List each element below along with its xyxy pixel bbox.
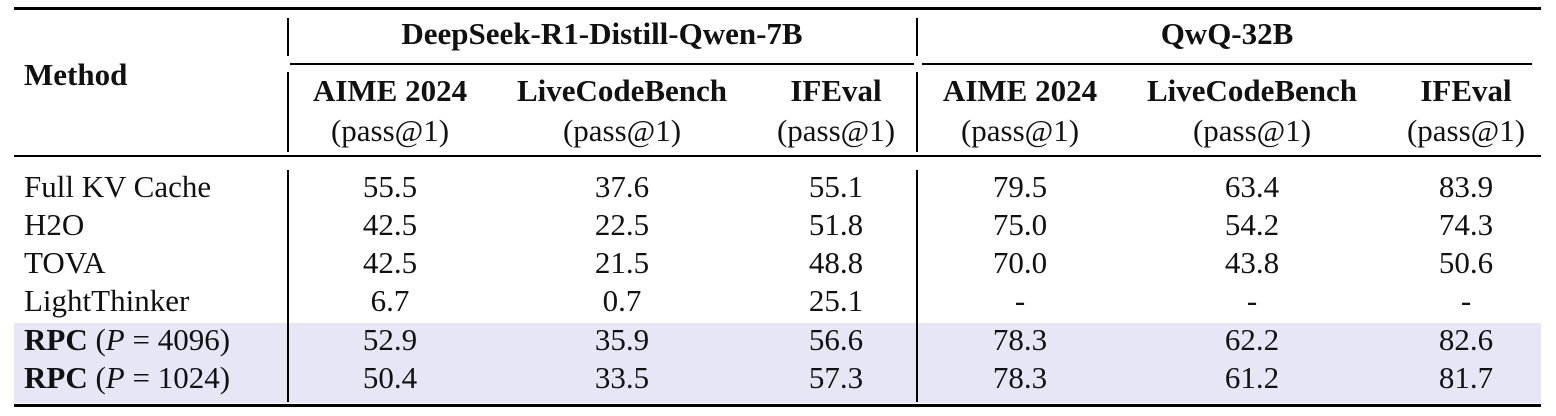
group-header-qwq: QwQ-32B	[1160, 16, 1294, 51]
method-cell: RPC (P = 4096)	[24, 322, 231, 357]
top-rule	[14, 7, 1541, 10]
col-header-metric: (pass@1)	[330, 113, 450, 148]
value-cell: 61.2	[1224, 360, 1280, 395]
value-cell: 55.1	[808, 169, 864, 204]
value-cell: -	[1014, 283, 1026, 318]
value-cell: 63.4	[1224, 169, 1280, 204]
value-cell: 56.6	[808, 322, 864, 357]
method-cell: LightThinker	[24, 283, 190, 318]
col-header-metric: (pass@1)	[776, 113, 896, 148]
value-cell: 50.6	[1438, 245, 1494, 280]
header-rule	[14, 155, 1541, 157]
rpc-rows-highlight	[14, 323, 1541, 403]
vline-method-header	[287, 72, 289, 152]
value-cell: 79.5	[992, 169, 1048, 204]
col-header-metric: (pass@1)	[562, 113, 682, 148]
vline-groups-body	[916, 170, 918, 402]
value-cell: 74.3	[1438, 207, 1494, 242]
value-cell: 82.6	[1438, 322, 1494, 357]
method-cell: Full KV Cache	[24, 169, 212, 204]
value-cell: 62.2	[1224, 322, 1280, 357]
col-header-name: LiveCodeBench	[516, 73, 728, 108]
value-cell: 54.2	[1224, 207, 1280, 242]
value-cell: 42.5	[362, 245, 418, 280]
value-cell: -	[1460, 283, 1472, 318]
vline-method-body	[287, 170, 289, 402]
group2-underline	[922, 63, 1532, 65]
method-bold-label: RPC	[24, 322, 88, 357]
col-header-name: AIME 2024	[942, 73, 1098, 108]
value-cell: 50.4	[362, 360, 418, 395]
vline-method-group-top	[287, 18, 289, 56]
vline-groups-header	[916, 72, 918, 152]
value-cell: 70.0	[992, 245, 1048, 280]
bottom-rule	[14, 404, 1541, 407]
method-param: P	[105, 360, 125, 395]
col-header-name: IFEval	[1420, 73, 1512, 108]
value-cell: 57.3	[808, 360, 864, 395]
value-cell: 43.8	[1224, 245, 1280, 280]
method-header: Method	[24, 57, 128, 92]
value-cell: 37.6	[594, 169, 650, 204]
method-eq: =	[132, 322, 150, 357]
method-cell: H2O	[24, 207, 85, 242]
group1-underline	[290, 63, 914, 65]
value-cell: 78.3	[992, 322, 1048, 357]
col-header-name: LiveCodeBench	[1146, 73, 1358, 108]
value-cell: 78.3	[992, 360, 1048, 395]
value-cell: 35.9	[594, 322, 650, 357]
value-cell: -	[1246, 283, 1258, 318]
method-bold-label: RPC	[24, 360, 88, 395]
method-param-value: 1024	[157, 360, 220, 395]
value-cell: 25.1	[808, 283, 864, 318]
value-cell: 52.9	[362, 322, 418, 357]
method-param: P	[105, 322, 125, 357]
value-cell: 83.9	[1438, 169, 1494, 204]
group-header-deepseek: DeepSeek-R1-Distill-Qwen-7B	[401, 16, 803, 51]
col-header-metric: (pass@1)	[1192, 113, 1312, 148]
col-header-name: IFEval	[790, 73, 882, 108]
value-cell: 51.8	[808, 207, 864, 242]
method-param-value: 4096	[157, 322, 220, 357]
method-cell: TOVA	[24, 245, 106, 280]
value-cell: 22.5	[594, 207, 650, 242]
value-cell: 33.5	[594, 360, 650, 395]
value-cell: 75.0	[992, 207, 1048, 242]
col-header-name: AIME 2024	[312, 73, 468, 108]
value-cell: 48.8	[808, 245, 864, 280]
value-cell: 55.5	[362, 169, 418, 204]
method-cell: RPC (P = 1024)	[24, 360, 231, 395]
col-header-metric: (pass@1)	[1406, 113, 1526, 148]
value-cell: 6.7	[370, 283, 410, 318]
value-cell: 0.7	[602, 283, 642, 318]
vline-groups-top	[916, 18, 918, 56]
col-header-metric: (pass@1)	[960, 113, 1080, 148]
value-cell: 42.5	[362, 207, 418, 242]
value-cell: 21.5	[594, 245, 650, 280]
method-eq: =	[132, 360, 150, 395]
value-cell: 81.7	[1438, 360, 1494, 395]
